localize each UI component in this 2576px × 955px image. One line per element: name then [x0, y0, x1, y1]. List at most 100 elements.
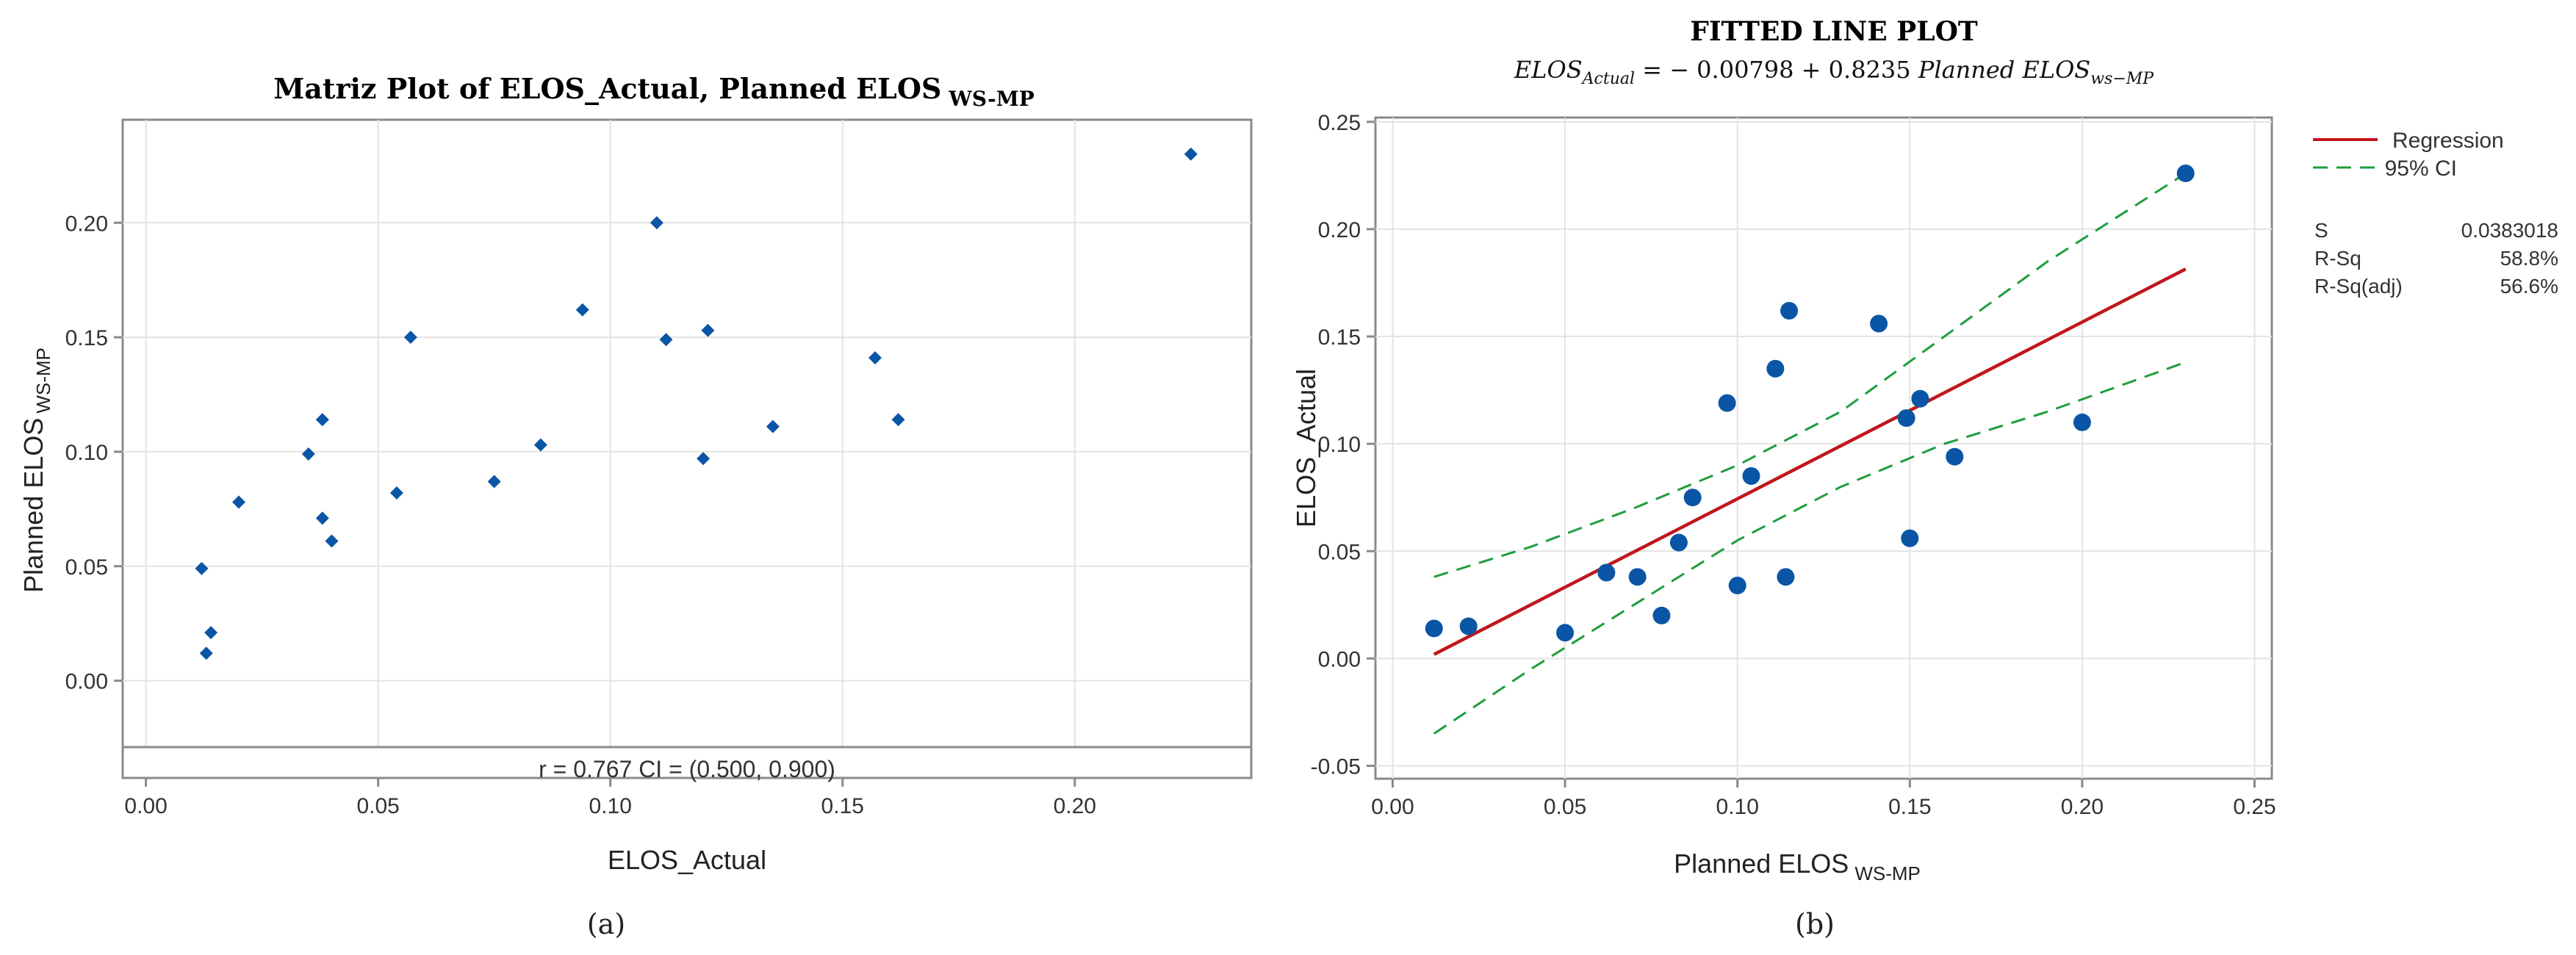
panel-a-data-point	[325, 534, 339, 548]
panel-a-data-point	[487, 475, 501, 489]
panel-a-data-point	[533, 438, 547, 452]
panel-b-data-point	[2073, 413, 2091, 431]
panel-b-data-point	[1728, 577, 1746, 595]
panel-b-x-tick-label: 0.05	[1544, 795, 1586, 819]
panel-b-data-point	[1901, 529, 1919, 547]
panel-b-data-point	[1870, 314, 1888, 333]
stat-rsq-name: R-Sq	[2314, 247, 2361, 270]
panel-b-x-axis-label: Planned ELOS WS-MP	[1674, 848, 1921, 884]
panel-b-y-tick-label: 0.25	[1318, 111, 1361, 135]
panel-b-data-point	[1766, 359, 1785, 378]
panel-a-data-point	[659, 333, 673, 347]
panel-b-plot-frame	[1374, 116, 2273, 780]
panel-a-points	[195, 147, 1198, 660]
panel-b-data-point	[1459, 617, 1478, 635]
panel-a-y-tick-label: 0.15	[65, 326, 108, 350]
panel-b-data-point	[2176, 164, 2195, 182]
panel-b-legend: Regression 95% CI	[2313, 129, 2504, 181]
panel-b-data-point	[1556, 624, 1575, 642]
panel-a-title: Matriz Plot of ELOS_Actual, Planned ELOS…	[273, 72, 1035, 111]
legend-regression-label: Regression	[2392, 129, 2504, 153]
stat-rsq-adj-name: R-Sq(adj)	[2314, 275, 2403, 298]
panel-a-y-tick-label: 0.00	[65, 670, 108, 694]
legend-ci-label: 95% CI	[2385, 156, 2457, 181]
panel-a: Matriz Plot of ELOS_Actual, Planned ELOS…	[18, 72, 1253, 940]
panel-a-data-point	[315, 413, 329, 427]
stat-rsq-adj-value: 56.6%	[2500, 275, 2558, 298]
panel-a-data-point	[1184, 147, 1198, 161]
panel-b-x-tick-label: 0.10	[1716, 795, 1758, 819]
panel-b-y-tick-label: 0.00	[1318, 647, 1361, 671]
panel-a-y-tick-label: 0.10	[65, 441, 108, 465]
panel-b-stats: S 0.0383018 R-Sq 58.8% R-Sq(adj) 56.6%	[2314, 219, 2558, 298]
panel-a-data-point	[195, 561, 209, 575]
panel-b-y-tick-label: 0.10	[1318, 433, 1361, 457]
panel-a-gridlines	[123, 120, 1251, 747]
panel-a-data-point	[868, 351, 882, 365]
panel-a-y-ticks: 0.00 0.05 0.10 0.15 0.20	[65, 212, 123, 694]
panel-a-x-ticks: 0.00 0.05 0.10 0.15 0.20	[124, 778, 1096, 818]
panel-a-data-point	[766, 419, 780, 433]
panel-a-data-point	[232, 495, 246, 509]
panel-b-y-tick-label: -0.05	[1311, 754, 1361, 779]
panel-b-y-tick-label: 0.05	[1318, 540, 1361, 564]
panel-a-x-tick-label: 0.05	[356, 794, 399, 818]
panel-a-x-tick-label: 0.20	[1054, 794, 1096, 818]
panel-a-data-point	[301, 447, 315, 461]
panel-b-data-point	[1946, 447, 1964, 466]
panel-a-data-point	[403, 331, 417, 345]
panel-a-caption: (a)	[587, 908, 625, 940]
panel-b-caption: (b)	[1795, 908, 1835, 940]
panel-b-data-point	[1911, 389, 1929, 408]
panel-a-x-tick-label: 0.15	[821, 794, 864, 818]
panel-a-data-point	[315, 511, 329, 525]
panel-b-x-ticks: 0.00 0.05 0.10 0.15 0.20 0.25	[1371, 779, 2276, 819]
panel-a-data-point	[389, 486, 403, 500]
stat-rsq-value: 58.8%	[2500, 247, 2558, 270]
stat-s-name: S	[2314, 219, 2328, 242]
panel-b-x-tick-label: 0.20	[2061, 795, 2104, 819]
panel-b-data-point	[1780, 301, 1799, 320]
panel-b-points	[1425, 164, 2195, 642]
panel-b-data-point	[1897, 409, 1915, 428]
panel-b: FITTED LINE PLOT ELOSActual = − 0.00798 …	[1291, 16, 2558, 940]
panel-b-data-point	[1425, 619, 1443, 638]
panel-a-data-point	[697, 452, 710, 466]
panel-b-x-tick-label: 0.15	[1888, 795, 1931, 819]
panel-b-x-tick-label: 0.25	[2233, 795, 2275, 819]
panel-b-y-ticks: -0.05 0.00 0.05 0.10 0.15 0.20 0.25	[1311, 111, 1375, 779]
panel-a-data-point	[891, 413, 905, 427]
panel-a-correlation-annotation: r = 0.767 CI = (0.500, 0.900)	[539, 756, 835, 782]
panel-b-gridlines	[1375, 118, 2272, 779]
panel-b-fit-lines	[1433, 172, 2187, 735]
panel-a-x-tick-label: 0.10	[589, 794, 632, 818]
panel-a-data-point	[701, 323, 715, 337]
panel-a-y-axis-label: Planned ELOSWS-MP	[18, 347, 54, 593]
panel-b-data-point	[1718, 394, 1736, 412]
panel-a-data-point	[199, 646, 213, 660]
panel-b-y-axis-label: ELOS_Actual	[1291, 369, 1321, 527]
panel-b-data-point	[1628, 568, 1647, 586]
panel-b-data-point	[1683, 489, 1702, 507]
panel-b-regression-equation: ELOSActual = − 0.00798 + 0.8235 Planned …	[1514, 56, 2154, 88]
panel-a-y-tick-label: 0.05	[65, 555, 108, 580]
panel-b-data-point	[1777, 568, 1795, 586]
panel-a-data-point	[204, 626, 218, 640]
stat-s-value: 0.0383018	[2461, 219, 2558, 242]
panel-b-data-point	[1669, 533, 1688, 552]
panel-b-data-point	[1652, 606, 1671, 624]
panel-b-data-point	[1597, 563, 1616, 582]
panel-a-data-point	[650, 216, 663, 230]
panel-b-title: FITTED LINE PLOT	[1690, 16, 1978, 47]
panel-a-x-axis-label: ELOS_Actual	[608, 845, 766, 875]
panel-b-data-point	[1742, 466, 1760, 485]
panel-b-y-tick-label: 0.20	[1318, 218, 1361, 242]
panel-a-data-point	[575, 303, 589, 317]
panel-b-regression-line	[1433, 267, 2187, 656]
panel-b-y-tick-label: 0.15	[1318, 325, 1361, 350]
panel-a-x-tick-label: 0.00	[124, 794, 167, 818]
panel-b-x-tick-label: 0.00	[1371, 795, 1414, 819]
panel-a-y-tick-label: 0.20	[65, 212, 108, 236]
panel-b-ci-upper-line	[1433, 172, 2187, 578]
